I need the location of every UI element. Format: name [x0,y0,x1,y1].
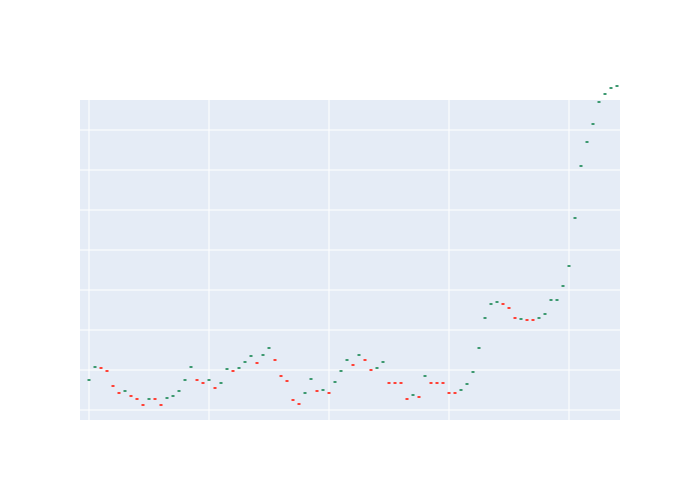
plot-background [80,100,620,420]
grid-lines [80,100,620,420]
ohlc-marks [87,85,619,406]
